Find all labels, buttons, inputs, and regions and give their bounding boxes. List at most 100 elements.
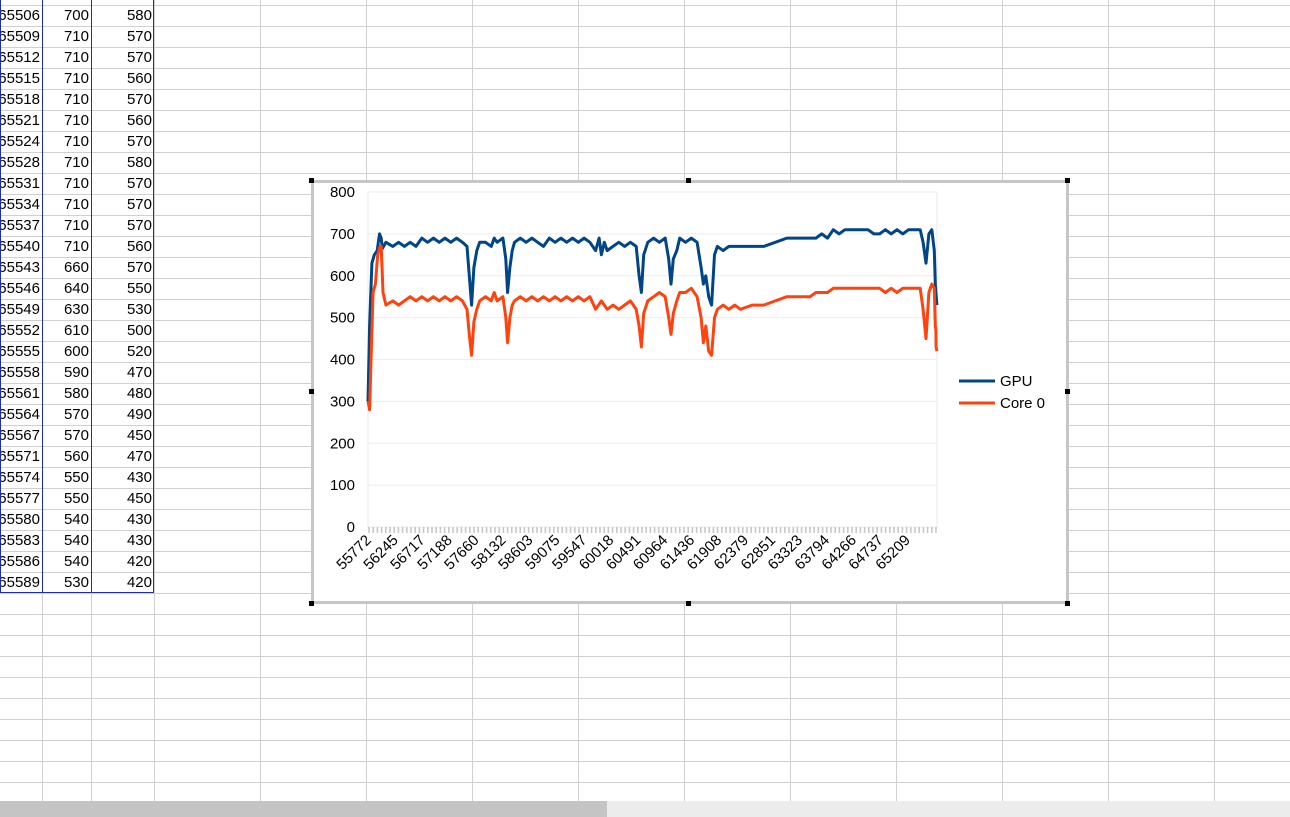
cell-row-id[interactable]: 65567 [0,427,40,444]
cell-gpu[interactable]: 630 [63,301,89,318]
cell-core0[interactable]: 560 [126,238,152,255]
cell-gpu[interactable]: 710 [63,49,89,66]
cell-row-id[interactable]: 65512 [0,49,40,66]
cell-row-id[interactable]: 65506 [0,7,40,24]
cell-gpu[interactable]: 710 [63,154,89,171]
cell-row-id[interactable]: 65540 [0,238,40,255]
cell-core0[interactable]: 550 [126,280,152,297]
cell-core0[interactable]: 580 [126,7,152,24]
cell-row-id[interactable]: 65509 [0,28,40,45]
cell-row-id[interactable]: 65515 [0,70,40,87]
cell-core0[interactable]: 580 [126,154,152,171]
cell-row-id[interactable]: 65524 [0,133,40,150]
cell-row-id[interactable]: 65531 [0,175,40,192]
cell-core0[interactable]: 430 [126,469,152,486]
cell-gpu[interactable]: 710 [63,217,89,234]
cell-core0[interactable]: 570 [126,49,152,66]
cell-row-id[interactable]: 65518 [0,91,40,108]
series-layer [366,228,939,412]
cell-gpu[interactable]: 550 [63,469,89,486]
cell-row-id[interactable]: 65555 [0,343,40,360]
cell-core0[interactable]: 570 [126,217,152,234]
cell-core0[interactable]: 430 [126,511,152,528]
cell-core0[interactable]: 420 [126,574,152,591]
cell-core0[interactable]: 570 [126,91,152,108]
cell-core0[interactable]: 470 [126,448,152,465]
cell-gpu[interactable]: 660 [63,259,89,276]
resize-handle-top[interactable] [686,178,691,183]
cell-core0[interactable]: 570 [126,259,152,276]
cell-gpu[interactable]: 530 [63,574,89,591]
resize-handle-bottom-left[interactable] [309,601,314,606]
cell-gpu[interactable]: 710 [63,28,89,45]
cell-row-id[interactable]: 65577 [0,490,40,507]
cell-core0[interactable]: 450 [126,490,152,507]
cell-gpu[interactable]: 710 [63,196,89,213]
cell-core0[interactable]: 530 [126,301,152,318]
cell-gpu[interactable]: 710 [63,112,89,129]
legend-label: Core 0 [1000,395,1045,412]
cell-core0[interactable]: 430 [126,532,152,549]
cell-core0[interactable]: 480 [126,385,152,402]
cell-row-id[interactable]: 65543 [0,259,40,276]
cell-gpu[interactable]: 710 [63,70,89,87]
series-line-core0 [366,244,939,412]
cell-row-id[interactable]: 65574 [0,469,40,486]
cell-gpu[interactable]: 700 [63,7,89,24]
cell-core0[interactable]: 450 [126,427,152,444]
cell-row-id[interactable]: 65589 [0,574,40,591]
resize-handle-left[interactable] [309,389,314,394]
cell-gpu[interactable]: 710 [63,175,89,192]
cell-gpu[interactable]: 610 [63,322,89,339]
line-chart[interactable]: 0 100 200 300 400 500 600 700 800 55772562455671… [311,180,1069,604]
cell-row-id[interactable]: 65537 [0,217,40,234]
cell-row-id[interactable]: 65580 [0,511,40,528]
resize-handle-right[interactable] [1065,389,1070,394]
resize-handle-top-right[interactable] [1065,178,1070,183]
cell-gpu[interactable]: 540 [63,532,89,549]
resize-handle-top-left[interactable] [309,178,314,183]
cell-core0[interactable]: 570 [126,175,152,192]
cell-row-id[interactable]: 65549 [0,301,40,318]
cell-row-id[interactable]: 65571 [0,448,40,465]
cell-core0[interactable]: 560 [126,112,152,129]
cell-row-id[interactable]: 65583 [0,532,40,549]
cell-row-id[interactable]: 65564 [0,406,40,423]
cell-gpu[interactable]: 710 [63,91,89,108]
cell-row-id[interactable]: 65546 [0,280,40,297]
cell-gpu[interactable]: 710 [63,238,89,255]
cell-gpu[interactable]: 570 [63,427,89,444]
cell-gpu[interactable]: 570 [63,406,89,423]
cell-core0[interactable]: 570 [126,196,152,213]
cell-core0[interactable]: 570 [126,133,152,150]
cell-core0[interactable]: 470 [126,364,152,381]
cell-gpu[interactable]: 640 [63,280,89,297]
cell-core0[interactable]: 570 [126,28,152,45]
cell-core0[interactable]: 490 [126,406,152,423]
cell-row-id[interactable]: 65534 [0,196,40,213]
cell-gpu[interactable]: 550 [63,490,89,507]
y-axis-labels: 0 100 200 300 400 500 600 700 800 [330,184,355,536]
x-axis-labels: 5577256245567175718857660581325860359075… [333,532,914,574]
cell-row-id[interactable]: 65552 [0,322,40,339]
horizontal-scrollbar-thumb[interactable] [0,801,607,817]
cell-core0[interactable]: 420 [126,553,152,570]
cell-gpu[interactable]: 580 [63,385,89,402]
cell-gpu[interactable]: 590 [63,364,89,381]
cell-gpu[interactable]: 600 [63,343,89,360]
cell-core0[interactable]: 520 [126,343,152,360]
cell-row-id[interactable]: 65586 [0,553,40,570]
cell-gpu[interactable]: 710 [63,133,89,150]
cell-row-id[interactable]: 65558 [0,364,40,381]
cell-row-id[interactable]: 65521 [0,112,40,129]
resize-handle-bottom-right[interactable] [1065,601,1070,606]
cell-gpu[interactable]: 560 [63,448,89,465]
resize-handle-bottom[interactable] [686,601,691,606]
cell-gpu[interactable]: 540 [63,553,89,570]
cell-row-id[interactable]: 65561 [0,385,40,402]
cell-core0[interactable]: 560 [126,70,152,87]
cell-core0[interactable]: 500 [126,322,152,339]
cell-row-id[interactable]: 65528 [0,154,40,171]
cell-gpu[interactable]: 540 [63,511,89,528]
